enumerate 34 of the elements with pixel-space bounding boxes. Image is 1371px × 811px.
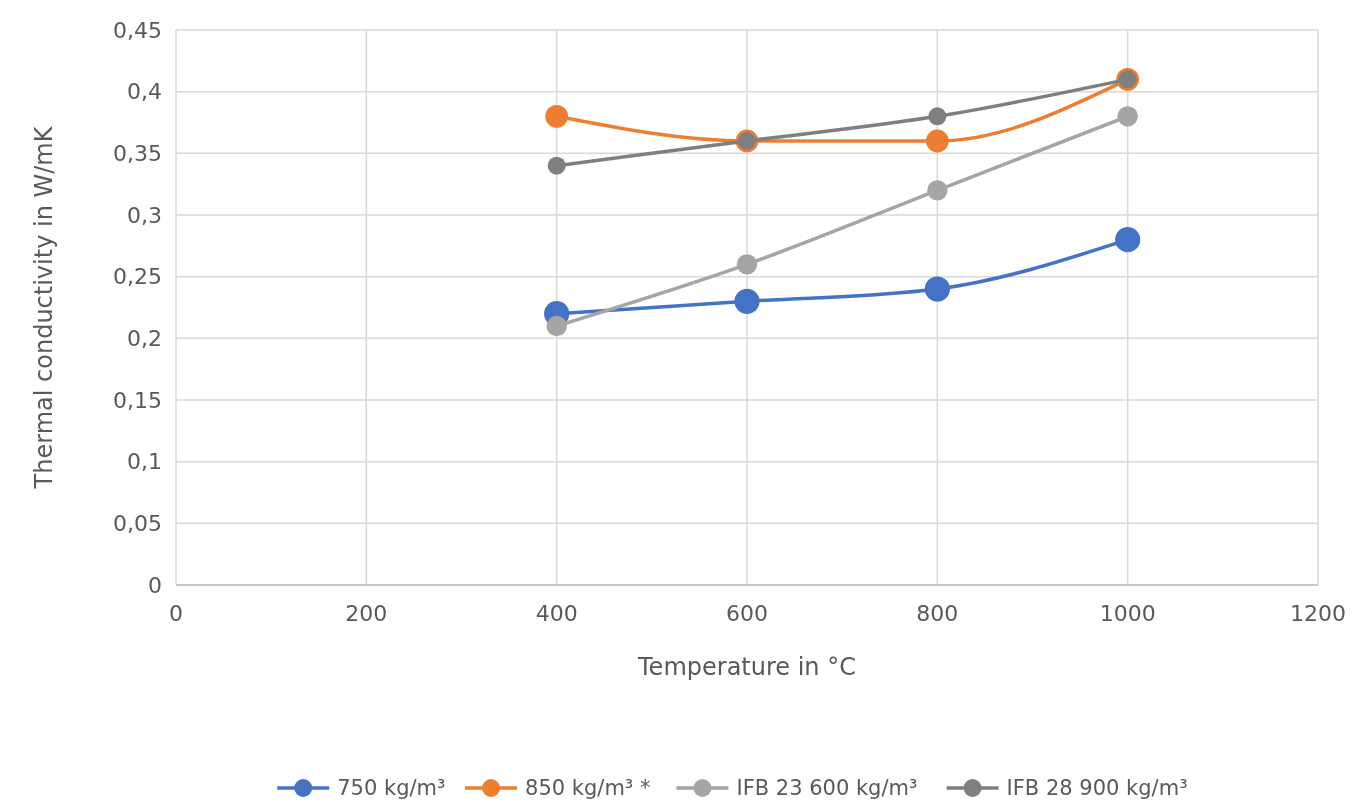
x-tick-label: 600 [726, 601, 768, 626]
point [547, 156, 566, 175]
point [546, 315, 567, 337]
x-tick-label: 800 [916, 601, 959, 626]
x-tick-label: 200 [345, 601, 388, 626]
x-tick-label: 0 [169, 601, 183, 626]
y-tick-label: 0,15 [113, 387, 162, 413]
y-tick-label: 0,45 [113, 17, 162, 43]
y-tick-label: 0,35 [113, 141, 162, 167]
point [927, 180, 948, 201]
legend-label: IFB 28 900 kg/m³ [1006, 776, 1188, 801]
y-tick-label: 0 [148, 572, 162, 598]
point [545, 104, 569, 128]
point [734, 288, 760, 314]
x-axis-title: Temperature in °C [637, 653, 856, 681]
x-tick-label: 400 [535, 601, 578, 626]
x-tick-label: 1200 [1290, 601, 1346, 626]
point [925, 129, 949, 153]
y-tick-label: 0,4 [127, 79, 162, 105]
y-tick-label: 0,05 [113, 511, 162, 537]
x-tick-label: 1000 [1099, 601, 1156, 626]
y-tick-label: 0,1 [127, 449, 162, 475]
legend-label: IFB 23 600 kg/m³ [736, 776, 918, 801]
y-tick-label: 0,2 [127, 326, 162, 352]
point [1117, 106, 1138, 127]
point [736, 254, 758, 275]
point [928, 107, 947, 126]
legend-label: 750 kg/m³ [337, 776, 446, 801]
point [924, 276, 950, 302]
y-axis-title: Thermal conductivity in W/mK [30, 125, 58, 490]
point [1115, 227, 1141, 253]
y-tick-label: 0,25 [113, 264, 162, 290]
y-tick-label: 0,3 [127, 202, 162, 228]
legend-label: 850 kg/m³ * [525, 776, 651, 801]
